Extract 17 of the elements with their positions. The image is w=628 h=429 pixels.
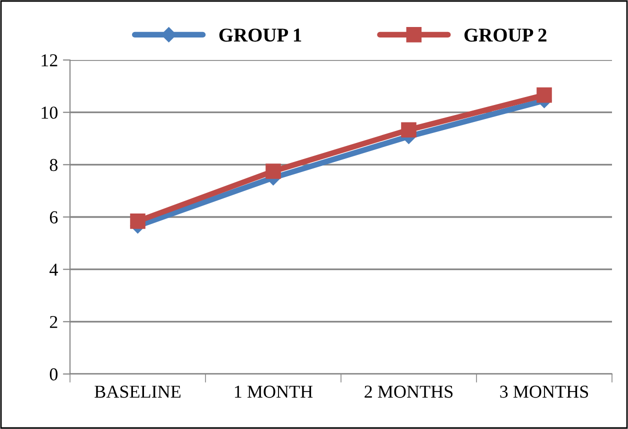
y-tick-label: 4 (50, 264, 58, 276)
y-tick-label: 6 (50, 211, 58, 224)
y-tick-label: 8 (50, 158, 58, 172)
x-tick-label: 3 MONTHS (500, 386, 588, 398)
y-tick-label: 0 (50, 368, 58, 380)
legend-label: GROUP 2 (464, 28, 546, 42)
x-tick-label: 2 MONTHS (364, 386, 453, 398)
point (536, 87, 552, 103)
point (130, 214, 146, 229)
x-tick-label: BASELINE (94, 386, 180, 398)
point (401, 122, 416, 138)
y-tick-label: 12 (42, 54, 58, 66)
y-tick-label: 10 (42, 106, 58, 119)
point (266, 164, 281, 179)
x-tick-label: 1 MONTH (234, 386, 313, 398)
legend-label: GROUP 1 (219, 28, 302, 42)
y-tick-label: 2 (50, 316, 58, 328)
